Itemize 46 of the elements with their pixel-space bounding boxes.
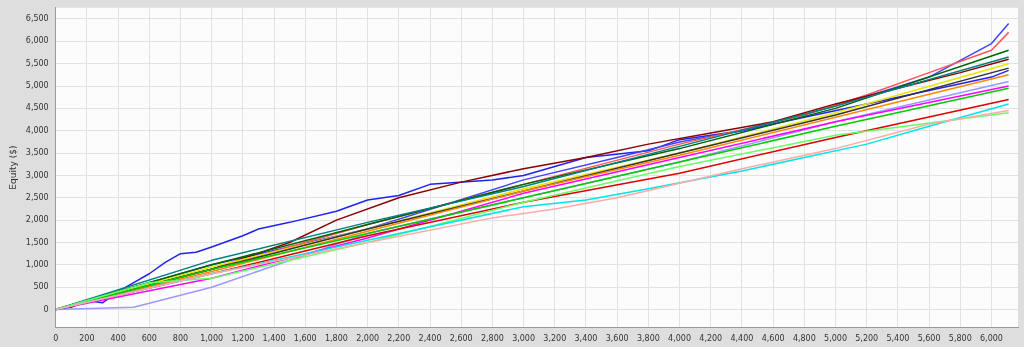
x-tick-label: 6,000 [980,334,1003,344]
x-tick-label: 3,600 [605,334,629,344]
y-tick-label: 4,500 [25,103,49,113]
x-tick-label: 3,800 [636,334,660,344]
x-tick-label: 4,200 [699,334,723,344]
y-tick-label: 6,000 [25,36,49,46]
x-tick-label: 200 [79,334,95,344]
x-tick-label: 5,000 [824,334,847,344]
x-tick-label: 3,200 [543,334,567,344]
x-tick-label: 3,000 [512,334,536,344]
x-tick-label: 4,600 [761,334,785,344]
x-tick-label: 3,400 [574,334,598,344]
x-tick-label: 5,800 [948,334,972,344]
x-tick-label: 600 [141,334,157,344]
x-tick-label: 0 [53,334,59,344]
y-tick-label: 5,000 [25,81,49,91]
y-tick-label: 1,500 [25,237,49,247]
y-tick-label: 2,500 [25,192,49,202]
y-tick-label: 4,000 [25,125,49,135]
y-tick-label: 5,500 [25,58,49,68]
y-axis-title: Equity ($) [7,145,18,190]
x-tick-label: 4,000 [668,334,692,344]
y-tick-label: 0 [43,304,49,314]
x-tick-label: 2,400 [418,334,442,344]
y-tick-label: 6,500 [25,14,49,24]
y-tick-label: 500 [33,282,49,292]
x-tick-label: 1,600 [293,334,317,344]
y-tick-label: 3,500 [25,148,49,158]
y-tick-label: 3,000 [25,170,49,180]
y-tick-label: 2,000 [25,215,49,225]
y-tick-label: 1,000 [25,259,49,269]
x-tick-label: 4,800 [792,334,816,344]
x-tick-label: 1,200 [231,334,255,344]
x-tick-label: 1,800 [324,334,348,344]
x-tick-label: 5,200 [855,334,879,344]
x-tick-label: 2,000 [356,334,380,344]
x-tick-label: 2,200 [387,334,411,344]
x-tick-label: 400 [110,334,126,344]
x-tick-label: 4,400 [730,334,754,344]
x-tick-label: 5,600 [917,334,941,344]
x-tick-label: 2,600 [449,334,473,344]
x-tick-label: 2,800 [480,334,504,344]
x-tick-label: 1,000 [200,334,224,344]
x-tick-label: 800 [172,334,189,344]
x-tick-label: 1,400 [262,334,286,344]
x-tick-label: 5,400 [886,334,910,344]
